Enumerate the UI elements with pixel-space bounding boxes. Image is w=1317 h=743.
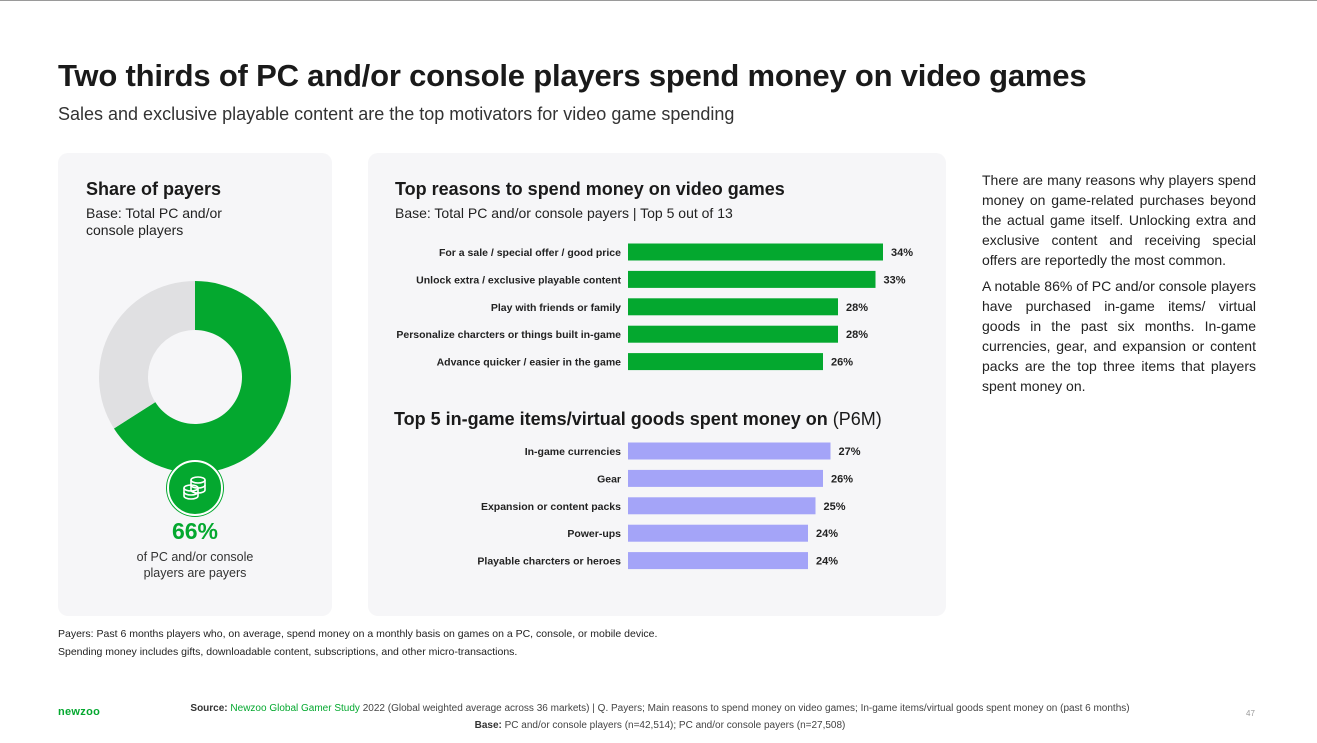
- payers-donut-chart: [99, 281, 291, 473]
- payers-share-value: 66%: [171, 518, 219, 544]
- coins-icon: [183, 476, 206, 500]
- bar-category-label: Advance quicker / easier in the game: [437, 357, 622, 369]
- share-card-title: Share of payers: [86, 179, 222, 199]
- bar-category-label: Play with friends or family: [491, 302, 621, 314]
- base-line: Base: PC and/or console players (n=42,51…: [125, 717, 1195, 734]
- newzoo-logo: newzoo: [58, 706, 101, 718]
- bar-category-label: Gear: [597, 473, 621, 485]
- source-footer: Source: Newzoo Global Gamer Study 2022 (…: [125, 700, 1195, 734]
- bar-category-label: In-game currencies: [525, 446, 621, 458]
- coin-badge: [167, 460, 223, 516]
- page-subtitle: Sales and exclusive playable content are…: [58, 104, 735, 124]
- bar-value-label: 28%: [846, 329, 868, 341]
- side-paragraph-2: A notable 86% of PC and/or console playe…: [982, 278, 1256, 394]
- bar-value-label: 28%: [846, 302, 868, 314]
- share-card-base: Base: Total PC and/or console players: [86, 205, 222, 238]
- item-bar: [628, 469, 823, 487]
- source-line: Source: Newzoo Global Gamer Study 2022 (…: [125, 700, 1195, 717]
- source-name: Newzoo Global Gamer Study: [230, 703, 360, 714]
- reason-bar: [628, 243, 883, 261]
- side-commentary: There are many reasons why players spend…: [982, 170, 1256, 402]
- donut-slice: [113, 281, 291, 473]
- bar-value-label: 24%: [816, 556, 838, 568]
- item-bar: [628, 497, 816, 515]
- item-bar: [628, 524, 808, 542]
- items-title-text: Top 5 in-game items/virtual goods spent …: [394, 409, 828, 429]
- bar-category-label: Personalize charcters or things built in…: [396, 329, 621, 341]
- footnote-payers: Payers: Past 6 months players who, on av…: [58, 628, 658, 640]
- reason-bar: [628, 325, 838, 343]
- reasons-card-title: Top reasons to spend money on video game…: [395, 179, 785, 199]
- base-label: Base:: [474, 720, 502, 731]
- items-title-suffix: (P6M): [832, 409, 882, 429]
- item-bar: [628, 442, 831, 460]
- donut-slice: [99, 281, 195, 429]
- reasons-card-base: Base: Total PC and/or console payers | T…: [395, 205, 733, 221]
- page-title: Two thirds of PC and/or console players …: [58, 58, 1087, 93]
- reason-bar: [628, 298, 838, 316]
- bar-value-label: 25%: [824, 501, 846, 513]
- source-label: Source:: [190, 703, 228, 714]
- item-bar: [628, 552, 808, 570]
- base-details: PC and/or console players (n=42,514); PC…: [504, 720, 846, 731]
- bar-value-label: 26%: [831, 357, 853, 369]
- reason-bar: [628, 353, 823, 371]
- bar-category-label: Unlock extra / exclusive playable conten…: [416, 274, 621, 286]
- bar-value-label: 33%: [884, 274, 906, 286]
- items-section-title: Top 5 in-game items/virtual goods spent …: [394, 409, 882, 430]
- side-paragraph-1: There are many reasons why players spend…: [982, 172, 1256, 268]
- payers-caption-text: of PC and/or console players are payers: [136, 550, 254, 580]
- bar-category-label: For a sale / special offer / good price: [439, 247, 621, 259]
- source-details: 2022 (Global weighted average across 36 …: [362, 703, 1130, 714]
- bar-category-label: Expansion or content packs: [481, 501, 621, 513]
- bar-charts: For a sale / special offer / good price 3…: [396, 243, 913, 570]
- reason-bar: [628, 270, 876, 288]
- page-number: 47: [1246, 709, 1255, 718]
- footnote-spending: Spending money includes gifts, downloada…: [58, 646, 518, 658]
- bar-value-label: 27%: [839, 446, 861, 458]
- bar-value-label: 24%: [816, 528, 838, 540]
- top-divider: [0, 0, 1317, 1]
- bar-value-label: 26%: [831, 473, 853, 485]
- bar-value-label: 34%: [891, 247, 913, 259]
- bar-category-label: Playable charcters or heroes: [477, 556, 621, 568]
- bar-category-label: Power-ups: [567, 528, 621, 540]
- payers-share-caption: of PC and/or console players are payers: [58, 549, 332, 581]
